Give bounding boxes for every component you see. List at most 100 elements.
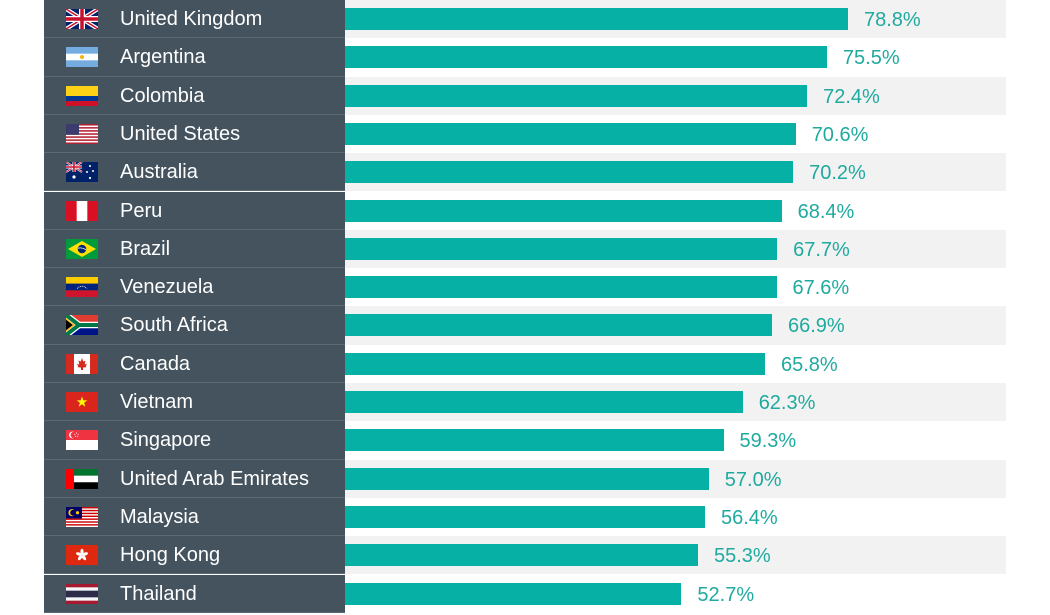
chart-row: Colombia 72.4% (0, 76, 1050, 115)
chart-row: Peru 68.4% (0, 191, 1050, 230)
bar (345, 46, 827, 69)
category-label: Argentina (120, 46, 206, 69)
category-label: Hong Kong (120, 544, 221, 567)
category-label: Canada (120, 352, 191, 375)
chart-row: Australia 70.2% (0, 153, 1050, 192)
category-label: United States (120, 122, 241, 145)
category-label: Singapore (120, 429, 212, 452)
flag-australia-icon (66, 162, 98, 183)
bar (345, 429, 724, 452)
bar (345, 122, 796, 145)
bar (345, 467, 709, 490)
category-label: Thailand (120, 582, 197, 605)
flag-colombia-icon (66, 85, 98, 106)
bar (345, 505, 705, 528)
category-label: Colombia (120, 84, 205, 107)
data-label: 62.3% (758, 392, 816, 414)
bar (345, 199, 782, 222)
flag-uk-icon (66, 9, 98, 29)
flag-venezuela-icon (66, 277, 98, 298)
bar (345, 582, 682, 605)
data-label: 52.7% (697, 583, 755, 606)
data-label: 66.9% (788, 315, 845, 338)
data-label: 65.8% (781, 353, 838, 376)
chart-row: Venezuela 67.6% (0, 268, 1050, 307)
chart-row: United Arab Emirates 57.0% (0, 459, 1050, 498)
country-label-cell: Argentina (44, 38, 345, 77)
flag-peru-icon (66, 200, 98, 221)
country-label-cell: Thailand (44, 574, 345, 613)
chart-row: United Kingdom 78.8% (0, 0, 1050, 39)
chart-row: Canada 65.8% (0, 344, 1050, 383)
flag-malaysia-icon (66, 506, 98, 527)
country-label-cell: United Arab Emirates (44, 459, 345, 498)
country-label-cell: Singapore (44, 421, 345, 460)
category-label: Venezuela (120, 276, 214, 299)
row-band: 67.6% (345, 268, 1006, 307)
row-band: 67.7% (345, 229, 1006, 269)
bar (345, 276, 777, 299)
flag-uae-icon (66, 468, 98, 489)
row-band: 68.4% (345, 191, 1006, 230)
data-label: 59.3% (739, 430, 797, 453)
flag-thailand-icon (66, 583, 98, 604)
chart-row: Hong Kong 55.3% (0, 536, 1050, 575)
row-band: 72.4% (345, 76, 1006, 115)
chart-row: United States 70.6% (0, 114, 1050, 154)
category-label: Brazil (120, 237, 171, 260)
data-label: 67.6% (792, 277, 850, 300)
data-label: 70.2% (809, 162, 866, 185)
country-label-cell: Australia (44, 153, 345, 192)
row-band: 65.8% (345, 344, 1006, 383)
chart-row: Thailand 52.7% (0, 574, 1050, 613)
bar (345, 161, 794, 184)
row-band: 62.3% (345, 383, 1006, 422)
row-band: 55.3% (345, 536, 1006, 575)
flag-singapore-icon (66, 430, 98, 451)
category-label: Australia (120, 161, 198, 184)
bar (345, 391, 743, 413)
country-label-cell: United States (44, 114, 345, 154)
flag-usa-icon (66, 123, 98, 144)
country-label-cell: Hong Kong (44, 536, 345, 575)
data-label: 67.7% (793, 238, 850, 261)
data-label: 57.0% (724, 468, 782, 491)
chart-row: Malaysia 56.4% (0, 497, 1050, 537)
flag-vietnam-icon (66, 392, 98, 412)
row-band: 52.7% (345, 574, 1006, 613)
row-band: 56.4% (345, 497, 1006, 537)
bar (345, 314, 772, 337)
country-label-cell: Venezuela (44, 268, 345, 307)
row-band: 70.2% (345, 153, 1006, 192)
chart-row: Singapore 59.3% (0, 421, 1050, 460)
chart-row: Vietnam 62.3% (0, 383, 1050, 422)
bar (345, 84, 808, 107)
row-band: 66.9% (345, 306, 1006, 345)
bar (345, 8, 848, 30)
row-band: 78.8% (345, 0, 1006, 39)
country-label-cell: United Kingdom (44, 0, 345, 39)
country-label-cell: Colombia (44, 76, 345, 115)
country-label-cell: Peru (44, 191, 345, 230)
data-label: 68.4% (797, 200, 855, 223)
country-label-cell: Malaysia (44, 497, 345, 537)
category-label: South Africa (120, 314, 228, 337)
country-label-cell: Canada (44, 344, 345, 383)
category-label: United Kingdom (120, 8, 263, 30)
country-label-cell: Brazil (44, 229, 345, 269)
row-band: 57.0% (345, 459, 1006, 498)
data-label: 78.8% (864, 9, 921, 31)
flag-brazil-icon (66, 238, 98, 259)
row-band: 75.5% (345, 38, 1006, 77)
data-label: 70.6% (811, 123, 869, 146)
flag-south-africa-icon (66, 315, 98, 336)
category-label: Vietnam (120, 391, 194, 413)
row-band: 70.6% (345, 114, 1006, 154)
country-label-cell: South Africa (44, 306, 345, 345)
category-label: Malaysia (120, 505, 199, 528)
bar (345, 352, 765, 375)
bar (345, 544, 698, 567)
data-label: 75.5% (842, 47, 900, 70)
flag-hong-kong-icon (66, 545, 98, 566)
